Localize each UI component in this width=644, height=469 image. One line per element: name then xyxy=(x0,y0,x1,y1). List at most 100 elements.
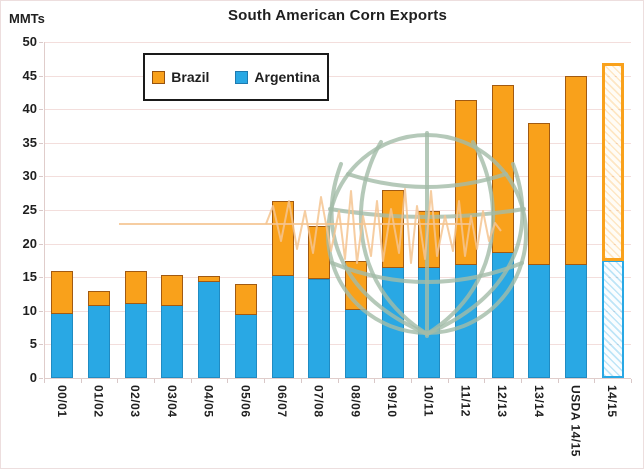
x-axis-tick xyxy=(227,379,229,383)
bar-segment-brazil xyxy=(528,122,551,265)
bar-segment-brazil xyxy=(454,99,477,265)
x-axis-tick xyxy=(631,379,632,383)
x-axis-tick xyxy=(264,379,266,383)
bar-segment-argentina xyxy=(418,267,441,378)
x-axis-tick xyxy=(337,379,339,383)
x-axis-tick xyxy=(447,379,449,383)
x-tick-label: 11/12 xyxy=(458,385,473,417)
gridline xyxy=(44,42,631,43)
x-axis-tick xyxy=(44,379,45,383)
x-tick-label: 13/14 xyxy=(531,385,546,418)
x-tick-label: 07/08 xyxy=(311,385,326,418)
x-axis-tick xyxy=(594,379,596,383)
x-tick-label: USDA 14/15 xyxy=(568,385,583,457)
brazil-swatch-icon xyxy=(152,70,166,84)
x-tick-label: 03/04 xyxy=(164,385,179,418)
x-axis xyxy=(44,378,631,379)
y-axis-tick xyxy=(39,75,43,77)
bar-segment-argentina xyxy=(51,312,74,378)
y-axis-tick xyxy=(39,243,43,245)
x-axis-tick xyxy=(300,379,302,383)
bar-segment-brazil xyxy=(51,271,74,314)
bar-segment-brazil xyxy=(161,274,184,306)
y-axis-unit-label: MMTs xyxy=(9,11,45,26)
y-axis-tick xyxy=(39,42,43,43)
bar-segment-brazil xyxy=(271,201,294,277)
y-axis-tick xyxy=(39,344,43,346)
bar-segment-brazil xyxy=(381,189,404,269)
bar-segment-argentina xyxy=(308,278,331,378)
bar-segment-brazil xyxy=(234,283,257,316)
argentina-swatch-icon xyxy=(235,70,249,84)
x-axis-tick xyxy=(557,379,559,383)
bar-segment-argentina xyxy=(601,259,624,378)
y-tick-label: 25 xyxy=(22,202,37,217)
x-axis-tick xyxy=(154,379,156,383)
y-tick-label: 0 xyxy=(29,370,37,385)
x-tick-label: 14/15 xyxy=(605,385,620,418)
bar-segment-brazil xyxy=(124,271,147,304)
bar-segment-brazil xyxy=(198,275,221,282)
y-axis-tick xyxy=(39,378,43,379)
y-tick-label: 10 xyxy=(22,302,37,318)
chart-title: South American Corn Exports xyxy=(227,7,448,24)
bar-segment-argentina xyxy=(491,252,514,378)
x-axis-tick xyxy=(410,379,412,383)
x-tick-label: 02/03 xyxy=(128,385,143,418)
bar-segment-argentina xyxy=(198,280,221,378)
y-tick-label: 40 xyxy=(22,101,37,117)
bar-segment-brazil xyxy=(601,62,624,261)
legend: Brazil Argentina xyxy=(143,53,329,101)
y-axis-tick xyxy=(39,109,43,111)
y-axis-tick xyxy=(39,310,43,312)
gridline xyxy=(44,344,631,346)
bar-segment-brazil xyxy=(491,85,514,254)
x-tick-label: 08/09 xyxy=(348,385,363,418)
y-axis-tick xyxy=(39,210,43,211)
x-tick-label: 00/01 xyxy=(54,385,69,418)
x-tick-label: 12/13 xyxy=(495,385,510,418)
x-tick-label: 04/05 xyxy=(201,385,216,418)
x-axis-tick xyxy=(520,379,522,383)
gridline xyxy=(44,109,631,111)
bar-segment-argentina xyxy=(161,304,184,378)
bar-segment-argentina xyxy=(271,275,294,378)
gridline xyxy=(44,75,631,77)
legend-item-brazil: Brazil xyxy=(152,69,209,85)
x-axis-tick xyxy=(80,379,82,383)
legend-item-argentina: Argentina xyxy=(235,69,320,85)
x-axis-tick xyxy=(117,379,119,383)
bar-segment-argentina xyxy=(528,263,551,378)
y-tick-label: 15 xyxy=(22,269,37,285)
y-tick-label: 45 xyxy=(22,67,37,83)
y-axis-tick xyxy=(39,142,43,144)
bar-segment-argentina xyxy=(381,267,404,378)
bar-segment-argentina xyxy=(565,263,587,378)
x-tick-label: 06/07 xyxy=(275,385,289,418)
x-tick-label: 09/10 xyxy=(385,385,399,418)
bar-segment-argentina xyxy=(124,302,147,378)
y-axis-tick xyxy=(39,176,43,178)
y-tick-label: 50 xyxy=(22,34,37,49)
y-tick-label: 35 xyxy=(22,134,37,150)
y-axis xyxy=(44,42,45,378)
x-axis-tick xyxy=(484,379,486,383)
legend-label: Argentina xyxy=(254,69,320,85)
bar-segment-argentina xyxy=(344,308,367,378)
x-axis-tick xyxy=(190,379,192,383)
x-tick-label: 10/11 xyxy=(421,385,436,417)
bar-segment-brazil xyxy=(565,75,587,265)
bar-segment-brazil xyxy=(418,211,441,269)
legend-label: Brazil xyxy=(171,69,210,85)
x-tick-label: 01/02 xyxy=(91,385,106,418)
y-tick-label: 30 xyxy=(22,168,37,184)
bar-segment-argentina xyxy=(234,314,257,378)
y-axis-tick xyxy=(39,277,43,279)
bar-segment-argentina xyxy=(88,305,110,378)
bar-segment-brazil xyxy=(308,226,331,280)
bar-segment-brazil xyxy=(88,291,110,307)
bar-segment-argentina xyxy=(454,263,477,378)
x-tick-label: 05/06 xyxy=(238,385,253,418)
x-axis-tick xyxy=(374,379,376,383)
